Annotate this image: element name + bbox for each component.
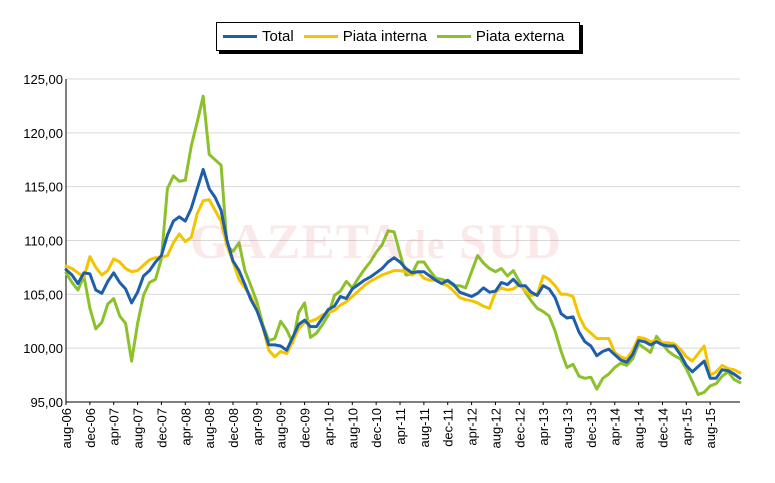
x-tick-label: apr-11 (393, 408, 408, 445)
legend-swatch-piata-externa (436, 35, 471, 38)
x-tick-label: aug-12 (488, 408, 503, 448)
x-tick-label: apr-15 (679, 408, 694, 446)
legend-label-total: Total (262, 28, 294, 45)
watermark-main: GAZETA (190, 213, 404, 269)
x-tick-label: aug-14 (632, 408, 647, 448)
series-lines (64, 94, 742, 396)
gridlines (66, 78, 740, 403)
legend-swatch-total (223, 35, 257, 38)
y-tick-labels: 95,00 100,00 105,00 110,00 115,00 120,00 125,0… (23, 72, 63, 410)
x-tick-label: dec-11 (441, 408, 456, 447)
legend-item-total: Total (223, 28, 294, 45)
watermark-small: de (403, 222, 446, 267)
x-tick-label: apr-10 (321, 408, 336, 446)
x-tick-label: dec-13 (584, 408, 599, 448)
legend-swatch-piata-interna (303, 35, 338, 38)
x-tick-label: dec-08 (226, 408, 241, 448)
x-tick-label: aug-06 (59, 408, 74, 448)
x-tick-label: aug-08 (202, 408, 217, 448)
x-tick-label: aug-07 (131, 408, 146, 448)
x-tick-label: apr-08 (178, 408, 193, 446)
series-line-total (64, 167, 742, 380)
x-tick-label: dec-07 (154, 408, 169, 448)
legend-item-piata-externa: Piata externa (436, 28, 565, 45)
x-tick-label: aug-09 (274, 408, 289, 448)
y-tick-label: 100,00 (23, 341, 63, 356)
y-tick-label: 125,00 (23, 72, 63, 87)
legend-label-piata-interna: Piata interna (342, 28, 427, 45)
x-tick-label: apr-12 (465, 408, 480, 446)
x-tick-label: dec-10 (369, 408, 384, 448)
x-tick-label: dec-14 (655, 408, 670, 448)
y-tick-label: 120,00 (23, 126, 63, 141)
legend-item-piata-interna: Piata interna (303, 28, 427, 45)
y-tick-label: 110,00 (24, 234, 63, 249)
y-tick-label: 95,00 (30, 395, 63, 410)
axes (65, 79, 740, 403)
x-tick-label: dec-06 (83, 408, 98, 448)
x-tick-label: aug-11 (417, 408, 432, 448)
x-tick-label: apr-13 (536, 408, 551, 446)
watermark: GAZETAde SUD (190, 212, 562, 270)
series-line-piata-interna (64, 198, 742, 377)
x-tick-label: apr-14 (608, 408, 623, 446)
y-tick-label: 115,00 (24, 180, 63, 195)
watermark-end: SUD (458, 213, 562, 269)
y-tick-label: 105,00 (23, 287, 63, 302)
x-tick-label: aug-10 (345, 408, 360, 448)
x-tick-label: dec-12 (512, 408, 527, 448)
x-tick-label: aug-13 (560, 408, 575, 448)
x-tick-label: dec-09 (298, 408, 313, 448)
x-tick-label: aug-15 (703, 408, 718, 448)
legend-label-piata-externa: Piata externa (475, 28, 565, 45)
x-tick-labels: aug-06 dec-06 apr-07 aug-07 dec-07 apr-08 aug-… (59, 402, 718, 448)
x-tick-label: apr-07 (107, 408, 122, 446)
x-tick-label: apr-09 (250, 408, 265, 446)
chart-legend: Total Piata interna Piata externa (216, 22, 580, 51)
